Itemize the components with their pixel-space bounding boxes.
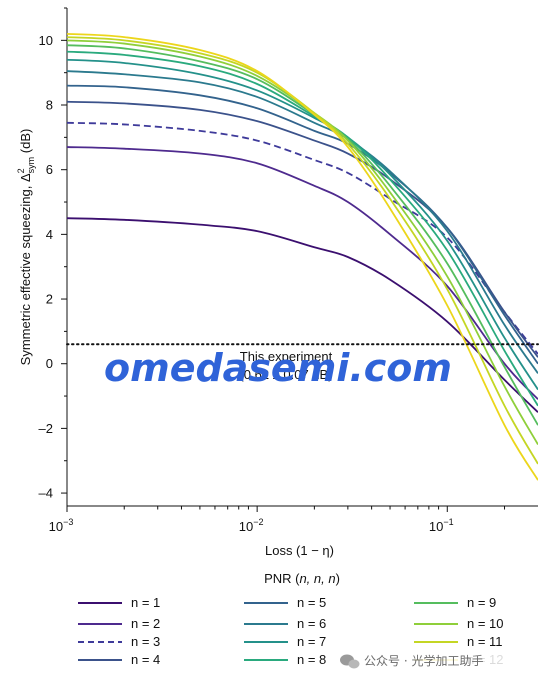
legend-label: n = 6 <box>297 616 326 631</box>
y-axis-title: Symmetric effective squeezing, Δ2sym (dB… <box>16 129 36 366</box>
x-tick-label: 10−2 <box>239 517 264 534</box>
x-tick-label: 10−1 <box>429 517 454 534</box>
overlay-layer: omedasemi.com 公众号 · 光学加工助手 <box>104 346 540 672</box>
series-lines <box>67 32 538 481</box>
legend-label: n = 5 <box>297 595 326 610</box>
legend-label: n = 2 <box>131 616 160 631</box>
reference-line-label: This experiment <box>240 349 333 364</box>
x-tick-base: 10 <box>239 519 253 534</box>
legend-label: n = 3 <box>131 634 160 649</box>
legend-label: n = 1 <box>131 595 160 610</box>
legend-title-base: PNR ( <box>264 571 300 586</box>
y-axis-title-main: Symmetric effective squeezing, Δ <box>18 173 33 365</box>
wechat-attribution: 公众号 · 光学加工助手 <box>336 650 540 672</box>
wechat-icon <box>340 654 360 669</box>
legend-item-n3: n = 3 <box>78 634 160 649</box>
legend-item-n5: n = 5 <box>244 595 326 610</box>
legend-item-n2: n = 2 <box>78 616 160 631</box>
legend-item-n1: n = 1 <box>78 595 160 610</box>
x-axis-title: Loss (1 − η) <box>265 543 334 558</box>
series-line-n3 <box>67 121 538 355</box>
legend-item-n9: n = 9 <box>414 595 496 610</box>
legend-title-vars: n, n, n <box>299 571 335 586</box>
legend-label: n = 8 <box>297 652 326 667</box>
wechat-backdrop <box>336 650 540 672</box>
y-axis-title-sub: sym <box>26 157 36 174</box>
x-tick-base: 10 <box>429 519 443 534</box>
legend-label: n = 7 <box>297 634 326 649</box>
x-tick-exp: −1 <box>443 517 453 527</box>
x-tick-label: 10−3 <box>49 517 74 534</box>
y-tick-label: 4 <box>46 227 53 242</box>
legend-label: n = 10 <box>467 616 504 631</box>
series-line-n11 <box>67 36 538 465</box>
legend-item-n10: n = 10 <box>414 616 504 631</box>
series-line-n12 <box>67 32 538 481</box>
y-axis: 10 8 6 4 2 0 –2 –4 Symmetric effective squeezing… <box>16 7 68 506</box>
legend-title: PNR (n, n, n) <box>264 571 340 586</box>
x-tick-base: 10 <box>49 519 63 534</box>
legend-item-n6: n = 6 <box>244 616 326 631</box>
x-tick-exp: −3 <box>63 517 73 527</box>
y-axis-title-text: Symmetric effective squeezing, Δ2sym (dB… <box>16 129 36 366</box>
y-tick-label: –2 <box>39 421 53 436</box>
legend-item-n11: n = 11 <box>414 634 503 649</box>
legend-label: n = 4 <box>131 652 160 667</box>
y-tick-label: 6 <box>46 162 53 177</box>
legend-item-n7: n = 7 <box>244 634 326 649</box>
y-tick-label: –4 <box>39 486 53 501</box>
watermark-logo: omedasemi.com <box>104 346 452 390</box>
y-tick-label: 2 <box>46 292 53 307</box>
legend-item-n8: n = 8 <box>244 652 326 667</box>
series-line-n2 <box>67 146 538 400</box>
reference-line-group: This experiment (0.62 ± 0.07 dB) <box>66 343 539 382</box>
y-tick-label: 10 <box>39 33 53 48</box>
x-tick-exp: −2 <box>253 517 263 527</box>
legend-label: n = 9 <box>467 595 496 610</box>
legend-item-n4: n = 4 <box>78 652 160 667</box>
legend-title-close: ) <box>336 571 340 586</box>
legend-label: n = 11 <box>467 634 503 649</box>
y-tick-label: 0 <box>46 356 53 371</box>
y-axis-title-unit: (dB) <box>18 129 33 157</box>
series-line-n4 <box>67 100 538 358</box>
wechat-label: 公众号 · 光学加工助手 <box>364 653 483 668</box>
y-tick-label: 8 <box>46 98 53 113</box>
reference-line-value: (0.62 ± 0.07 dB) <box>239 367 332 382</box>
y-axis-title-sup: 2 <box>16 168 26 173</box>
series-line-n5 <box>67 84 538 365</box>
